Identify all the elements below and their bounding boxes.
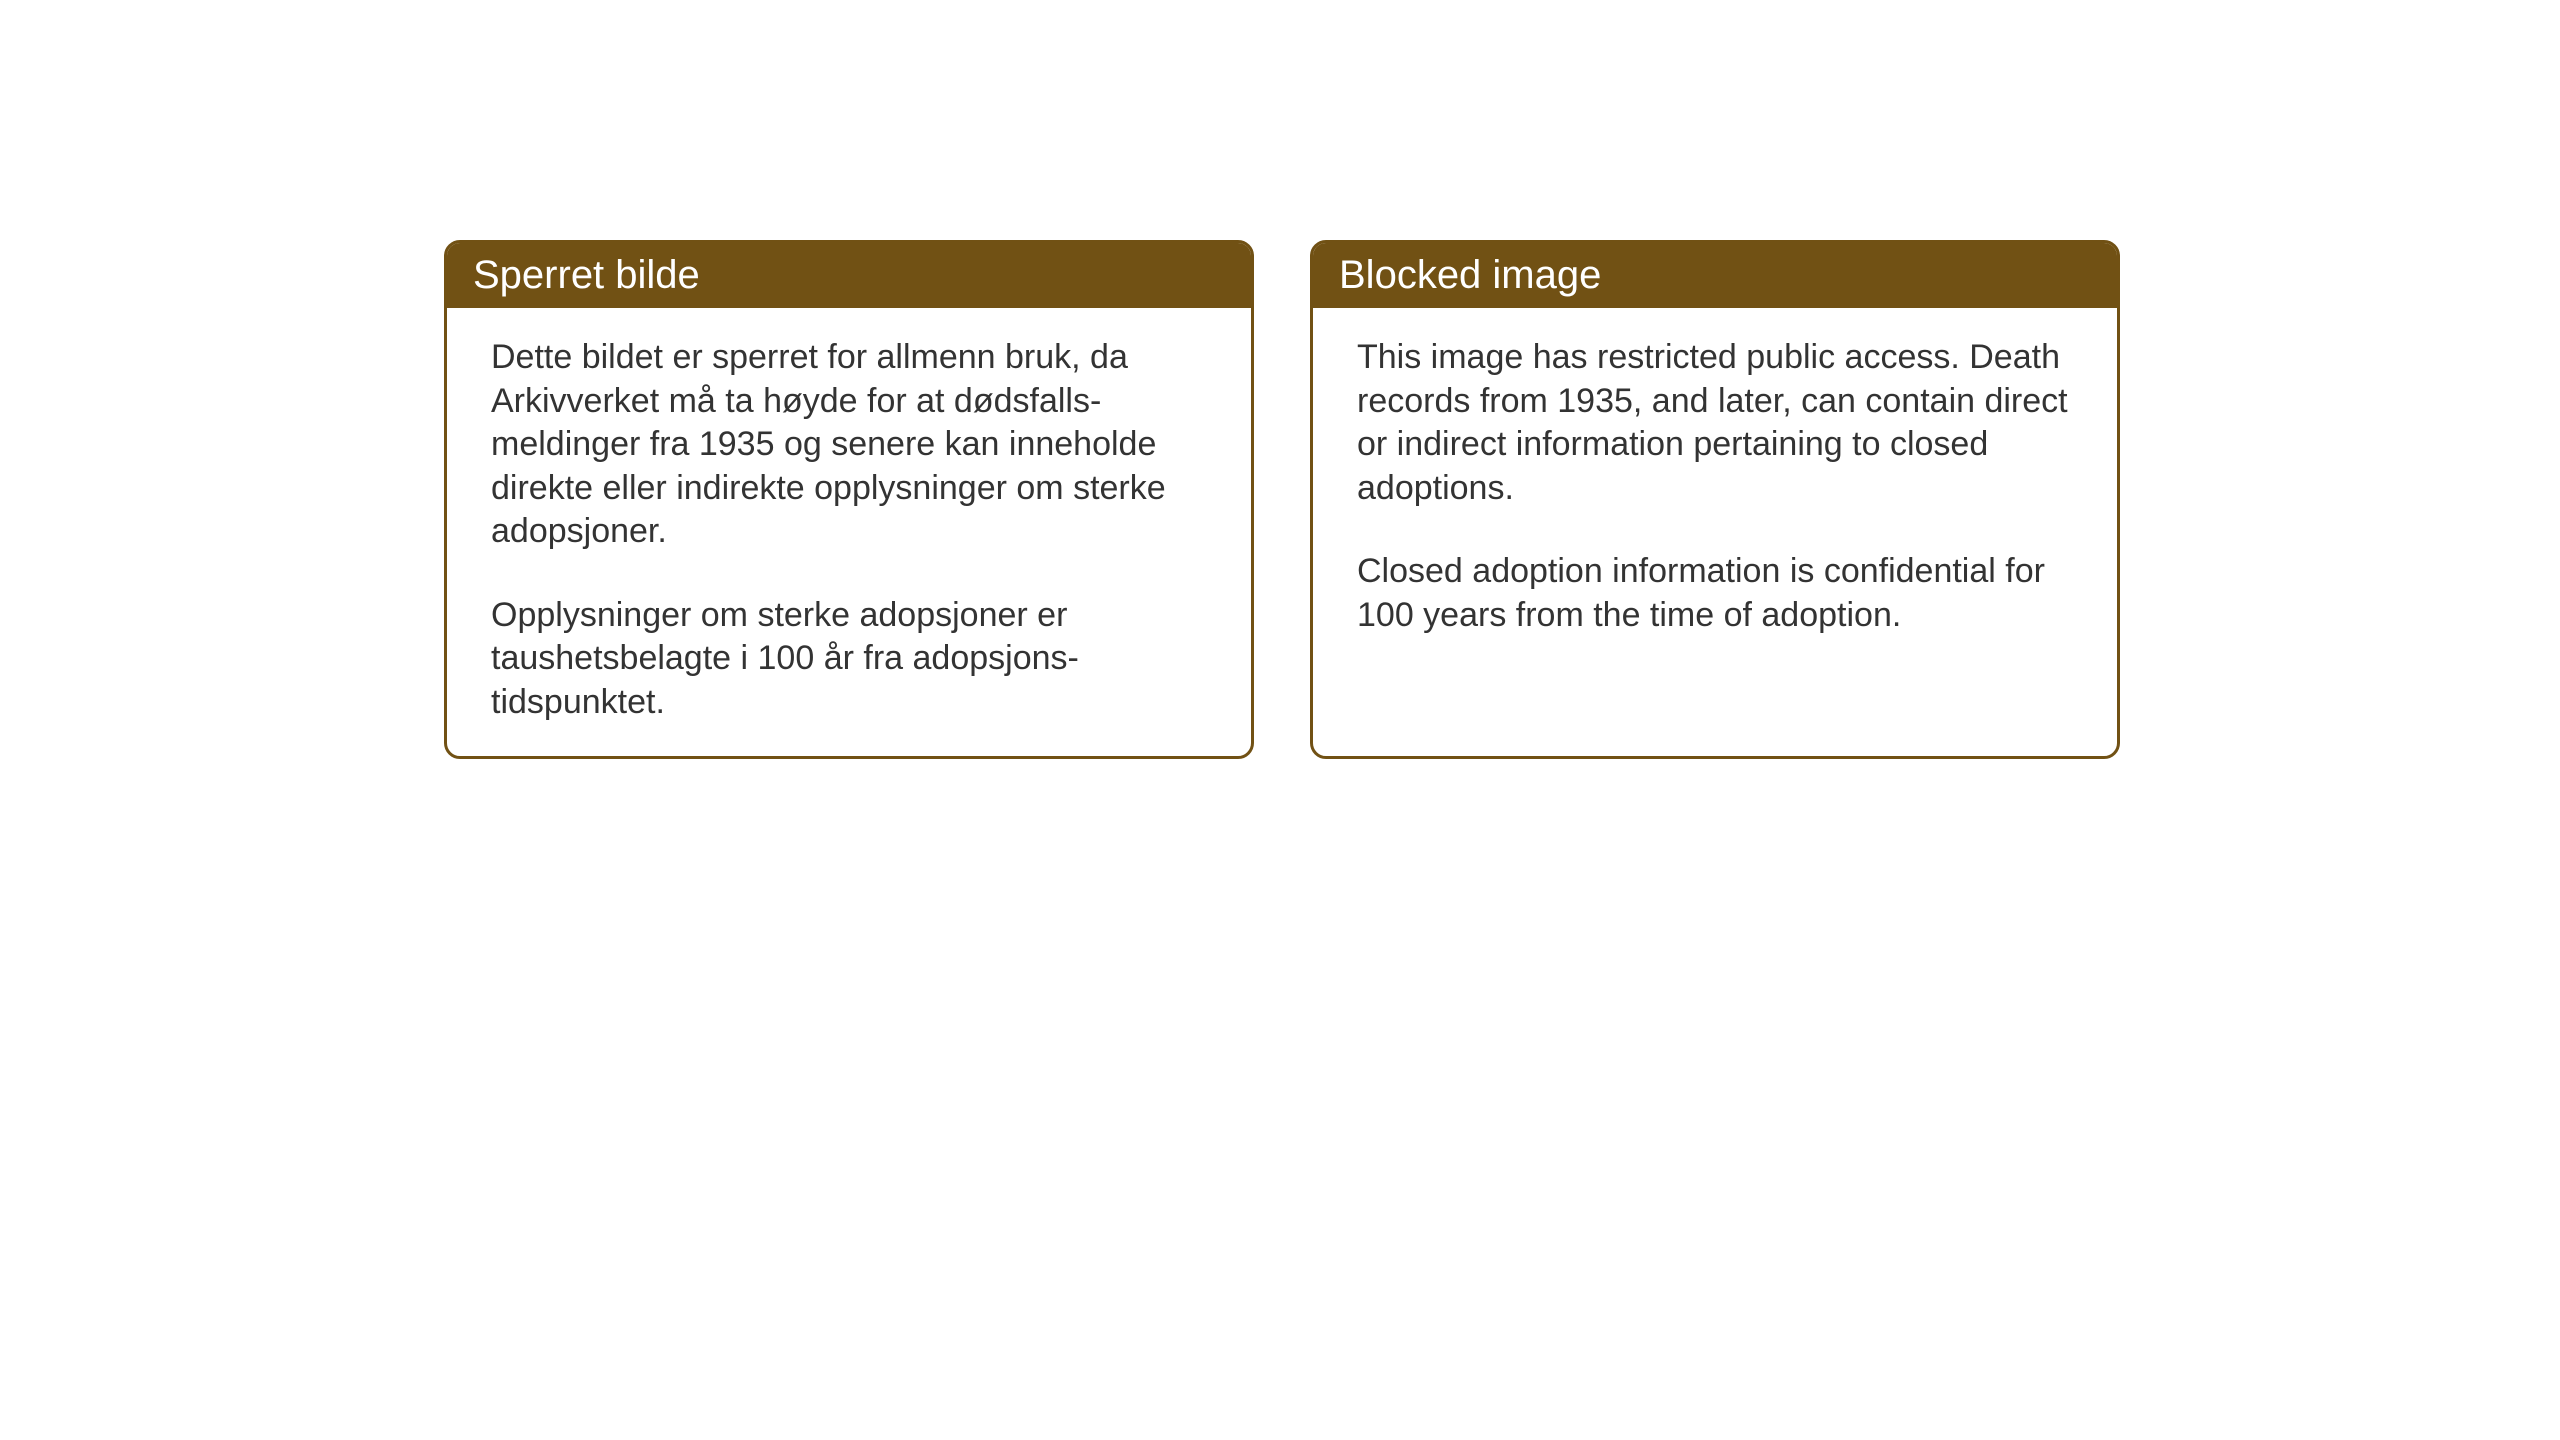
norwegian-notice-card: Sperret bilde Dette bildet er sperret fo…: [444, 240, 1254, 759]
english-card-body: This image has restricted public access.…: [1313, 308, 2117, 669]
english-card-header: Blocked image: [1313, 243, 2117, 308]
english-notice-card: Blocked image This image has restricted …: [1310, 240, 2120, 759]
english-card-title: Blocked image: [1339, 253, 1601, 297]
cards-container: Sperret bilde Dette bildet er sperret fo…: [0, 0, 2560, 759]
norwegian-card-body: Dette bildet er sperret for allmenn bruk…: [447, 308, 1251, 756]
english-paragraph-2: Closed adoption information is confident…: [1357, 550, 2073, 637]
norwegian-card-header: Sperret bilde: [447, 243, 1251, 308]
norwegian-paragraph-1: Dette bildet er sperret for allmenn bruk…: [491, 336, 1207, 554]
norwegian-paragraph-2: Opplysninger om sterke adopsjoner er tau…: [491, 594, 1207, 725]
norwegian-card-title: Sperret bilde: [473, 253, 700, 297]
english-paragraph-1: This image has restricted public access.…: [1357, 336, 2073, 510]
